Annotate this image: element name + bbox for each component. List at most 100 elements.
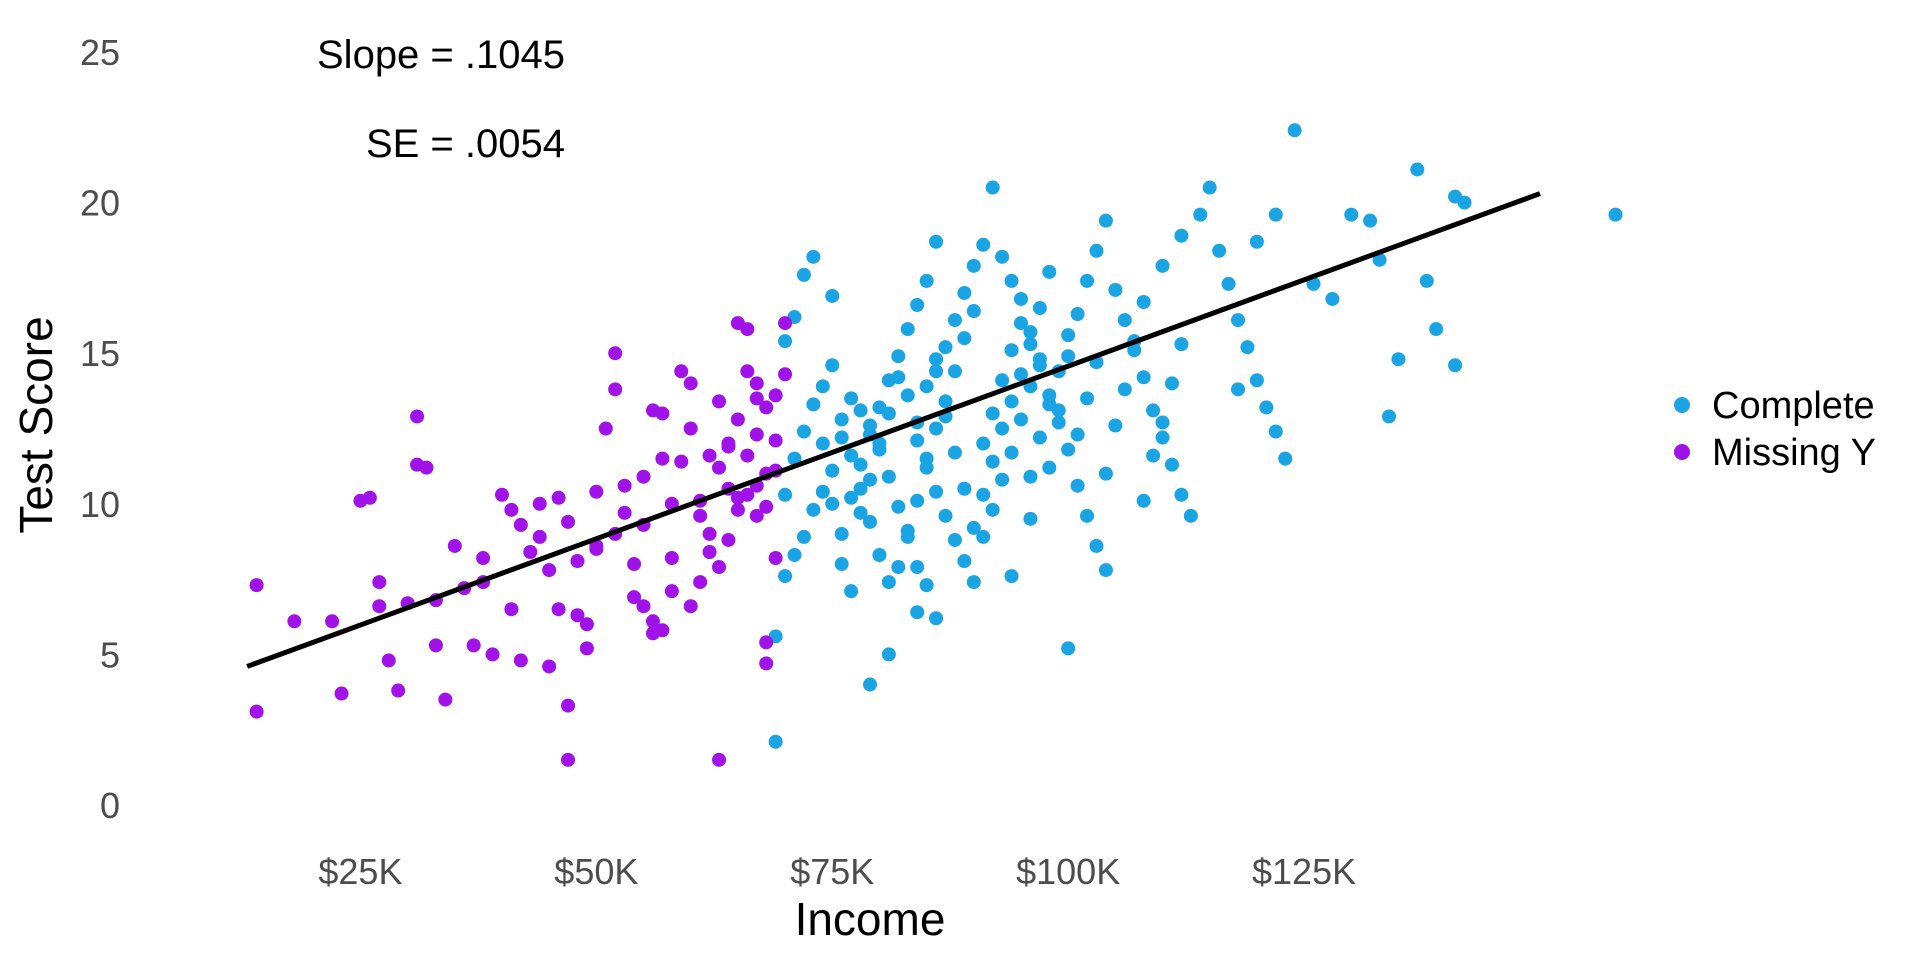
data-point: [787, 451, 802, 466]
data-point: [476, 551, 491, 566]
data-point: [834, 412, 849, 427]
data-point: [891, 370, 906, 385]
data-point: [513, 517, 528, 532]
data-point: [919, 379, 934, 394]
data-point: [966, 304, 981, 319]
data-point: [844, 490, 859, 505]
data-point: [542, 659, 557, 674]
data-point: [1023, 325, 1038, 340]
data-point: [1117, 313, 1132, 328]
data-point: [863, 472, 877, 487]
data-point: [504, 602, 519, 617]
x-tick-label: $100K: [1016, 851, 1120, 892]
data-point: [730, 490, 745, 505]
data-point: [910, 493, 925, 508]
data-point: [919, 578, 934, 593]
x-tick-label: $50K: [554, 851, 638, 892]
data-point: [957, 481, 972, 496]
data-point: [881, 575, 896, 590]
data-point: [627, 590, 642, 605]
data-point: [957, 554, 972, 569]
data-point: [957, 285, 972, 300]
se-annotation: SE = .0054: [366, 122, 565, 166]
data-point: [1429, 322, 1444, 337]
data-point: [1608, 207, 1623, 222]
data-point: [929, 611, 944, 626]
data-point: [447, 538, 462, 553]
data-point: [428, 638, 443, 653]
data-point: [551, 490, 566, 505]
data-point: [976, 237, 991, 252]
x-axis-ticks: $25K $50K $75K $100K $125K: [318, 851, 1356, 892]
scatter-points: [249, 123, 1623, 767]
regression-line: [246, 191, 1541, 669]
data-point: [749, 376, 764, 391]
data-point: [938, 394, 953, 409]
data-point: [636, 599, 651, 614]
data-point: [683, 599, 698, 614]
data-point: [1061, 349, 1076, 364]
data-point: [976, 529, 991, 544]
data-point: [1032, 352, 1047, 367]
data-point: [1344, 207, 1359, 222]
y-tick-label: 15: [80, 333, 120, 374]
data-point: [702, 526, 717, 541]
data-point: [891, 349, 906, 364]
data-point: [664, 551, 679, 566]
data-point: [768, 433, 783, 448]
data-point: [929, 352, 944, 367]
data-point: [561, 752, 576, 767]
data-point: [325, 614, 340, 629]
data-point: [1042, 264, 1057, 279]
data-point: [683, 421, 698, 436]
data-point: [966, 575, 981, 590]
data-point: [834, 430, 849, 445]
data-point: [740, 322, 755, 337]
data-point: [825, 496, 840, 511]
data-point: [834, 557, 849, 572]
data-point: [485, 647, 500, 662]
data-point: [570, 608, 585, 623]
data-point: [1136, 493, 1151, 508]
data-point: [542, 563, 557, 578]
data-point: [513, 653, 528, 668]
data-point: [1013, 412, 1028, 427]
data-point: [985, 406, 1000, 421]
data-point: [985, 180, 1000, 195]
data-point: [1098, 563, 1113, 578]
data-point: [730, 502, 745, 517]
data-point: [815, 484, 830, 499]
data-point: [1089, 243, 1104, 258]
data-point: [1268, 424, 1283, 439]
data-point: [504, 502, 519, 517]
data-point: [1231, 382, 1246, 397]
data-point: [721, 436, 736, 451]
data-point: [334, 686, 349, 701]
data-point: [749, 427, 764, 442]
data-point: [1032, 301, 1047, 316]
data-point: [778, 334, 793, 349]
data-point: [900, 322, 915, 337]
data-point: [749, 508, 764, 523]
data-point: [740, 448, 755, 463]
data-point: [957, 331, 972, 346]
data-point: [1136, 370, 1151, 385]
data-point: [702, 544, 717, 559]
data-point: [872, 436, 887, 451]
data-point: [381, 653, 396, 668]
data-point: [598, 421, 613, 436]
data-point: [1061, 328, 1076, 343]
data-point: [929, 364, 944, 379]
data-point: [1391, 352, 1406, 367]
data-point: [1146, 403, 1161, 418]
data-point: [1117, 382, 1132, 397]
data-point: [721, 532, 736, 547]
slope-annotation: Slope = .1045: [317, 33, 565, 77]
data-point: [249, 578, 264, 593]
data-point: [702, 448, 717, 463]
data-point: [1098, 466, 1113, 481]
data-point: [1174, 487, 1189, 502]
data-point: [1193, 207, 1208, 222]
data-point: [1108, 418, 1123, 433]
data-point: [1032, 430, 1047, 445]
